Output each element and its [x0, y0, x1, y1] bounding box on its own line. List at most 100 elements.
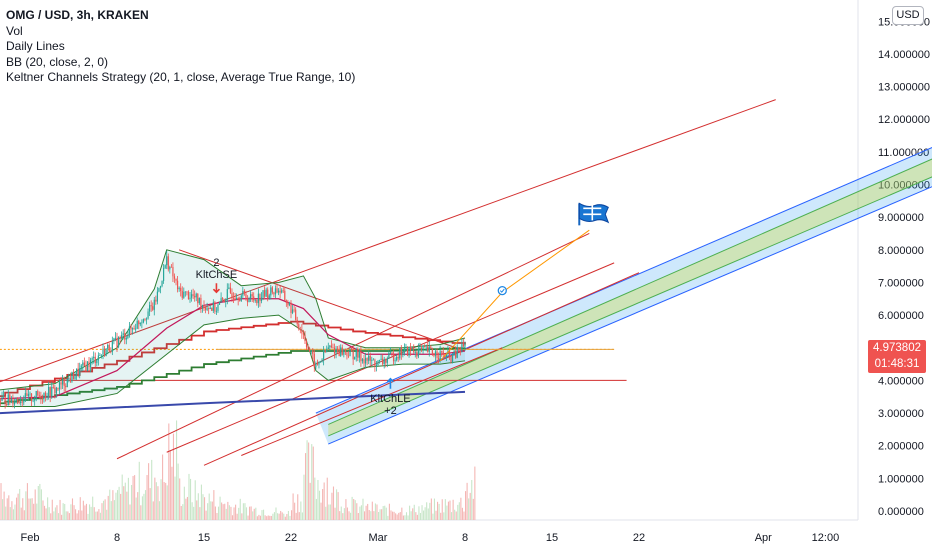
- volume-bar: [227, 502, 228, 520]
- volume-bar: [289, 516, 290, 520]
- volume-bar: [221, 503, 222, 520]
- volume-bar: [254, 509, 255, 520]
- volume-bar: [375, 503, 376, 520]
- volume-bar: [348, 511, 349, 520]
- volume-bar: [184, 487, 185, 520]
- candle-body: [286, 300, 287, 303]
- indicator-vol[interactable]: Vol: [6, 24, 355, 40]
- volume-bar: [147, 475, 148, 520]
- indicator-bb[interactable]: BB (20, close, 2, 0): [6, 55, 355, 71]
- volume-bar: [390, 510, 391, 520]
- candle-body: [371, 360, 372, 361]
- volume-bar: [120, 494, 121, 520]
- candle-body: [6, 404, 7, 405]
- candle-body: [172, 267, 173, 276]
- volume-bar: [234, 507, 235, 520]
- candle-body: [79, 368, 80, 375]
- volume-bar: [199, 507, 200, 520]
- candle-body: [264, 290, 265, 297]
- candle-body: [452, 355, 453, 362]
- candle-body: [207, 308, 208, 310]
- volume-bar: [153, 501, 154, 520]
- currency-button[interactable]: USD: [892, 6, 924, 25]
- candle-body: [430, 347, 431, 349]
- y-tick-label: 14.000000: [878, 49, 930, 61]
- candle-body: [311, 351, 312, 352]
- candle-body: [137, 321, 138, 329]
- candle-body: [275, 288, 276, 294]
- volume-bar: [386, 508, 387, 520]
- volume-bar: [69, 513, 70, 520]
- volume-bar: [53, 511, 54, 520]
- volume-bar: [150, 488, 151, 520]
- candle-body: [239, 300, 240, 301]
- candle-body: [34, 399, 35, 401]
- volume-bar: [196, 500, 197, 520]
- y-tick-label: 1.000000: [878, 473, 924, 485]
- candle-body: [368, 356, 369, 361]
- volume-bar: [389, 504, 390, 520]
- volume-bar: [131, 485, 132, 520]
- candle-body: [309, 348, 310, 351]
- candle-body: [387, 359, 388, 363]
- candle-body: [354, 357, 355, 359]
- candle-body: [160, 286, 161, 288]
- candle-body: [205, 307, 206, 309]
- volume-bar: [282, 512, 283, 520]
- volume-bar: [81, 511, 82, 520]
- candle-body: [106, 349, 107, 356]
- volume-bar: [207, 503, 208, 520]
- indicator-daily-lines[interactable]: Daily Lines: [6, 39, 355, 55]
- volume-bar: [373, 511, 374, 520]
- candle-body: [255, 300, 256, 301]
- volume-bar: [421, 505, 422, 520]
- volume-bar: [321, 503, 322, 520]
- volume-bar: [367, 504, 368, 520]
- volume-bar: [327, 478, 328, 520]
- volume-bar: [324, 483, 325, 520]
- candle-body: [196, 294, 197, 298]
- volume-bar: [84, 505, 85, 520]
- volume-bar: [420, 513, 421, 520]
- indicator-keltner[interactable]: Keltner Channels Strategy (20, 1, close,…: [6, 70, 355, 86]
- volume-bar: [252, 511, 253, 520]
- symbol-title[interactable]: OMG / USD, 3h, KRAKEN: [6, 8, 355, 24]
- volume-bar: [143, 494, 144, 520]
- volume-bar: [122, 475, 123, 520]
- volume-bar: [188, 474, 189, 520]
- candle-body: [149, 305, 150, 311]
- candle-body: [213, 302, 214, 311]
- volume-bar: [266, 516, 267, 520]
- volume-bar: [317, 480, 318, 520]
- candle-body: [163, 268, 164, 281]
- volume-bar: [115, 493, 116, 520]
- volume-bar: [178, 464, 179, 520]
- volume-bar: [358, 513, 359, 520]
- candle-body: [323, 350, 324, 359]
- volume-bar: [213, 490, 214, 520]
- candle-body: [303, 333, 304, 334]
- volume-bar: [344, 508, 345, 520]
- candle-body: [113, 338, 114, 341]
- volume-bar: [86, 504, 87, 520]
- x-tick-label: 15: [546, 532, 558, 544]
- volume-bar: [218, 507, 219, 520]
- candle-body: [194, 296, 195, 297]
- candle-body: [244, 291, 245, 294]
- candle-body: [339, 351, 340, 356]
- candle-body: [186, 291, 187, 292]
- candle-body: [422, 346, 423, 349]
- volume-bar: [220, 497, 221, 520]
- volume-bar: [75, 509, 76, 520]
- volume-bar: [136, 498, 137, 520]
- candle-body: [90, 360, 91, 367]
- candle-body: [381, 359, 382, 360]
- candle-body: [290, 303, 291, 313]
- candle-body: [337, 349, 338, 351]
- candle-body: [357, 350, 358, 357]
- volume-bar: [64, 504, 65, 520]
- candle-body: [241, 296, 242, 301]
- candle-body: [385, 359, 386, 363]
- candle-body: [76, 369, 77, 376]
- candle-body: [9, 394, 10, 401]
